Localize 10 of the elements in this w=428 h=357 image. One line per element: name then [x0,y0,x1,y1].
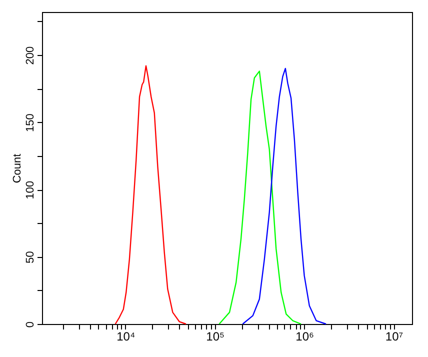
x-tick-label: 10⁶ [296,330,314,344]
x-tick-label: 10⁷ [385,330,404,344]
y-tick-label: 0 [24,321,36,328]
x-tick-label: 10⁵ [206,330,225,344]
x-tick-label: 10⁴ [116,330,136,344]
y-tick-label: 100 [24,180,36,200]
y-tick-label: 150 [24,114,36,132]
y-tick-label: 200 [24,46,36,65]
y-tick-label: 50 [24,251,36,264]
y-axis-title: Count [12,154,24,184]
